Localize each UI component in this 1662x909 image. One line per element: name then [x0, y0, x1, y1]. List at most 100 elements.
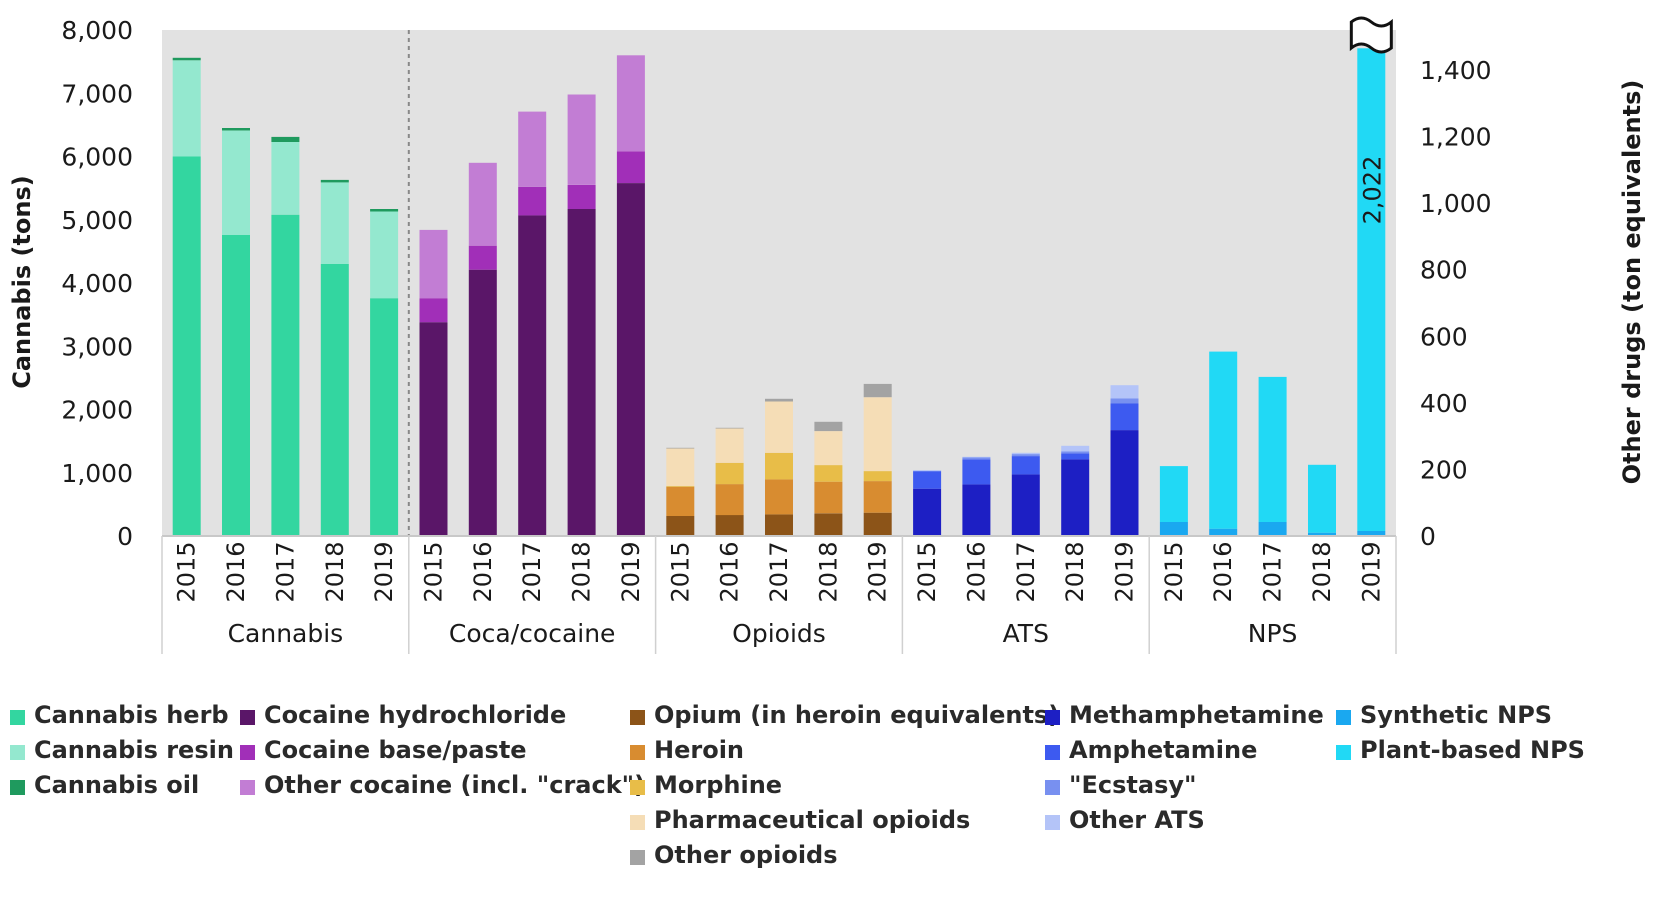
- legend-label: Cannabis oil: [34, 771, 200, 799]
- bar-heroin-2016: [715, 484, 744, 516]
- legend-label: Cocaine hydrochloride: [264, 701, 567, 729]
- bar-cannabis_resin-2019: [370, 211, 399, 299]
- legend-swatch: [1045, 710, 1060, 725]
- legend-swatch: [630, 780, 645, 795]
- legend-label: Other cocaine (incl. "crack"): [264, 771, 646, 799]
- bar-cocaine_base-2019: [616, 151, 645, 183]
- bar-other_ats-2015: [913, 470, 942, 471]
- legend-swatch: [240, 745, 255, 760]
- bar-heroin-2018: [814, 481, 843, 514]
- x-tick-label: 2017: [518, 541, 546, 602]
- legend-label: Cannabis herb: [34, 701, 229, 729]
- bar-pharma_opioids-2015: [666, 448, 695, 486]
- bar-other_ats-2019: [1110, 385, 1139, 399]
- bar-cannabis_resin-2018: [320, 182, 349, 264]
- bar-synthetic_nps-2015: [1159, 522, 1188, 536]
- legend-label: Cocaine base/paste: [264, 736, 527, 764]
- bar-meth-2016: [962, 484, 991, 536]
- y-right-tick-label: 400: [1420, 389, 1468, 418]
- bar-cannabis_oil-2016: [222, 128, 250, 131]
- bar-opium-2016: [715, 515, 744, 536]
- bar-cocaine_base-2017: [518, 186, 547, 216]
- bar-morphine-2019: [863, 471, 892, 482]
- bar-ecstasy-2018: [1061, 451, 1090, 454]
- legend-swatch: [10, 710, 25, 725]
- legend-swatch: [630, 850, 645, 865]
- x-tick-label: 2018: [1061, 541, 1089, 602]
- bar-plant_nps-2016: [1209, 351, 1238, 529]
- y-right-tick-label: 1,400: [1420, 56, 1492, 85]
- x-tick-label: 2015: [173, 541, 201, 602]
- legend-label: Plant-based NPS: [1360, 736, 1585, 764]
- bar-synthetic_nps-2017: [1258, 522, 1287, 536]
- bar-morphine-2016: [715, 462, 744, 485]
- bar-meth-2015: [913, 488, 942, 536]
- y-right-tick-label: 600: [1420, 322, 1468, 351]
- x-tick-label: 2017: [765, 541, 793, 602]
- legend-swatch: [1336, 745, 1351, 760]
- y-left-tick-label: 1,000: [61, 459, 133, 488]
- x-tick-label: 2018: [814, 541, 842, 602]
- x-tick-label: 2017: [1012, 541, 1040, 602]
- legend-label: Heroin: [654, 736, 744, 764]
- legend-swatch: [630, 745, 645, 760]
- y-left-tick-label: 5,000: [61, 206, 133, 235]
- legend-swatch: [630, 710, 645, 725]
- legend-label: Other ATS: [1069, 806, 1205, 834]
- x-tick-label: 2018: [1308, 541, 1336, 602]
- x-tick-label: 2017: [271, 541, 299, 602]
- bar-heroin-2015: [666, 486, 695, 516]
- legend-label: Morphine: [654, 771, 783, 799]
- y-right-tick-label: 800: [1420, 256, 1468, 285]
- bar-ecstasy-2016: [962, 457, 991, 460]
- bar-opium-2017: [765, 514, 793, 536]
- bar-amphetamine-2016: [962, 459, 991, 485]
- group-label: Cannabis: [228, 619, 344, 648]
- bar-value-annotation: 2,022: [1358, 156, 1386, 225]
- bar-heroin-2019: [863, 481, 892, 513]
- legend-label: Cannabis resin: [34, 736, 234, 764]
- bar-other_opioids-2017: [765, 398, 793, 402]
- bar-ecstasy-2017: [1011, 454, 1040, 457]
- bar-amphetamine-2018: [1061, 453, 1090, 460]
- bar-morphine-2015: [666, 486, 695, 487]
- bar-other_ats-2016: [962, 456, 991, 458]
- legend-swatch: [1045, 745, 1060, 760]
- x-tick-label: 2018: [321, 541, 349, 602]
- y-right-axis-title: Other drugs (ton equivalents): [1618, 80, 1646, 485]
- bar-cocaine_hcl-2019: [616, 183, 645, 536]
- bar-amphetamine-2015: [913, 471, 942, 489]
- y-left-tick-label: 2,000: [61, 396, 133, 425]
- bar-amphetamine-2019: [1110, 403, 1139, 431]
- bar-other_opioids-2015: [666, 447, 695, 449]
- legend-swatch: [240, 710, 255, 725]
- bars-layer: 2,022: [172, 16, 1393, 537]
- bar-morphine-2018: [814, 465, 843, 482]
- x-tick-label: 2016: [469, 541, 497, 602]
- legend-swatch: [630, 815, 645, 830]
- group-label: Opioids: [732, 619, 826, 648]
- x-tick-label: 2019: [370, 541, 398, 602]
- bar-meth-2019: [1110, 430, 1139, 536]
- y-right-tick-label: 0: [1420, 522, 1436, 551]
- axes-layer: 0 1,000 2,000 3,000 4,000 5,000 6,000 7,000 8,00…: [61, 16, 1492, 654]
- x-tick-label: 2015: [419, 541, 447, 602]
- bar-other_ats-2018: [1061, 445, 1090, 452]
- x-tick-label: 2019: [1111, 541, 1139, 602]
- y-right-tick-label: 200: [1420, 455, 1468, 484]
- bar-plant_nps-2015: [1159, 466, 1188, 522]
- bar-meth-2017: [1011, 474, 1040, 536]
- bar-cocaine_hcl-2017: [518, 215, 547, 537]
- bar-other_opioids-2016: [715, 427, 744, 429]
- bar-cannabis_resin-2016: [222, 130, 250, 235]
- bar-pharma_opioids-2018: [814, 431, 843, 466]
- x-tick-label: 2016: [962, 541, 990, 602]
- x-tick-label: 2016: [716, 541, 744, 602]
- legend-label: Other opioids: [654, 841, 838, 869]
- y-left-tick-label: 7,000: [61, 79, 133, 108]
- x-tick-label: 2016: [222, 541, 250, 602]
- bar-plant_nps-2017: [1258, 376, 1287, 522]
- bar-heroin-2017: [765, 479, 793, 515]
- y-right-tick-label: 1,200: [1420, 123, 1492, 152]
- group-label: ATS: [1003, 619, 1049, 648]
